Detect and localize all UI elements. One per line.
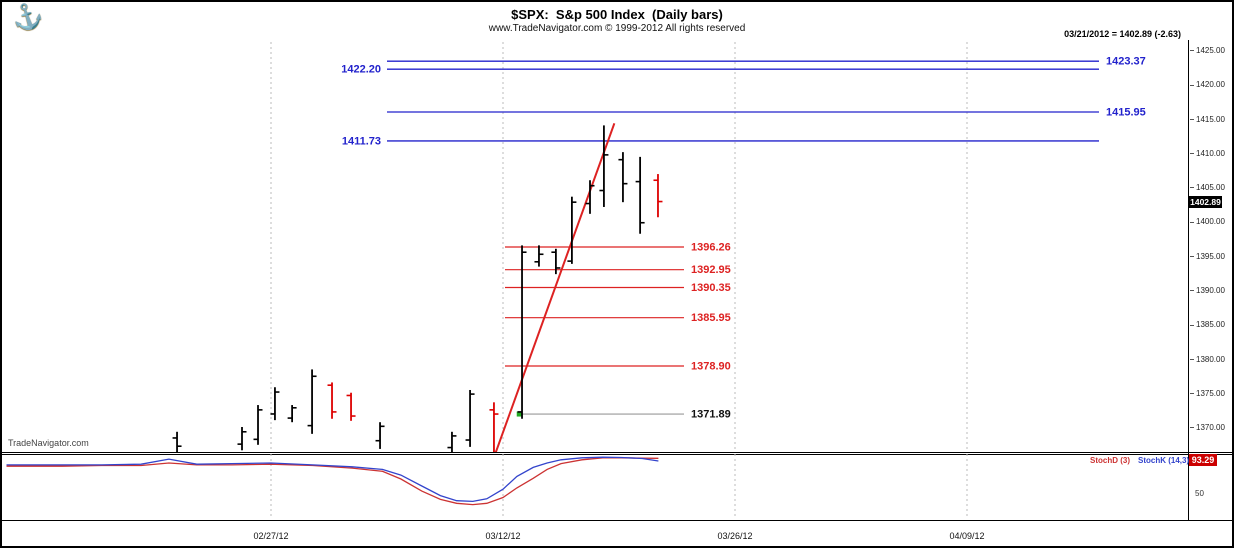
last-quote-readout: 03/21/2012 = 1402.89 (-2.63) [1064,29,1181,39]
date-tick-label: 04/09/12 [949,531,985,541]
price-tick-label: 1410.00 [1190,149,1225,158]
price-tick-label: 1380.00 [1190,355,1225,364]
chart-header: ⚓ $SPX: S&p 500 Index (Daily bars) www.T… [2,2,1232,40]
chart-subtitle: www.TradeNavigator.com © 1999-2012 All r… [488,23,746,34]
support-label: 1371.89 [691,409,731,421]
retracement-label: 1378.90 [691,360,731,372]
resistance-label: 1415.95 [1106,107,1146,119]
main-chart-bottom-border [2,452,1232,453]
date-tick-label: 02/27/12 [253,531,289,541]
price-chart-canvas[interactable]: 1423.37 1422.20 1415.95 1411.73 1396.26 1392.… [4,40,1188,452]
stoch-mid-tick-label: 50 [1195,489,1204,498]
last-price-badge: 1402.89 [1189,196,1222,208]
indicator-panel-top-border [2,454,1232,455]
stochk-label[interactable]: StochK (14,3) [1138,456,1190,465]
price-tick-label: 1400.00 [1190,217,1225,226]
price-tick-label: 1420.00 [1190,80,1225,89]
trend-start-marker[interactable] [516,411,522,417]
resistance-label: 1422.20 [341,64,381,76]
retracement-label: 1390.35 [691,282,731,294]
resistance-label: 1423.37 [1106,56,1146,68]
retracement-label: 1396.26 [691,241,731,253]
price-tick-label: 1395.00 [1190,252,1225,261]
price-tick-label: 1425.00 [1190,46,1225,55]
stochk-line [6,456,659,503]
retracement-label: 1385.95 [691,312,731,324]
price-tick-label: 1385.00 [1190,320,1225,329]
stochastic-panel-canvas[interactable] [4,454,1188,520]
price-tick-label: 1375.00 [1190,389,1225,398]
price-tick-label: 1415.00 [1190,115,1225,124]
chart-title: $SPX: S&p 500 Index (Daily bars) [511,7,723,22]
price-tick-label: 1405.00 [1190,183,1225,192]
stochd-label[interactable]: StochD (3) [1090,456,1130,465]
resistance-label: 1411.73 [342,135,381,147]
stoch-value-badge: 93.29 [1189,454,1217,466]
stochd-line [6,457,659,506]
watermark-text: TradeNavigator.com [8,438,89,448]
price-tick-label: 1370.00 [1190,423,1225,432]
trend-line[interactable] [493,123,616,452]
indicator-panel-bottom-border [2,520,1232,521]
retracement-label: 1392.95 [691,264,731,276]
date-tick-label: 03/26/12 [717,531,753,541]
price-axis-separator [1188,40,1189,520]
date-tick-label: 03/12/12 [485,531,521,541]
price-tick-label: 1390.00 [1190,286,1225,295]
